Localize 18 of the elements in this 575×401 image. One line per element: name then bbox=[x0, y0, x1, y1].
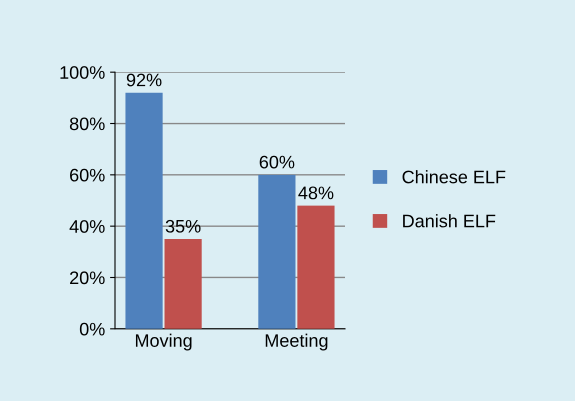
data-label: 35% bbox=[166, 220, 201, 233]
x-tick-label: Moving bbox=[136, 334, 192, 351]
legend-label: Chinese ELF bbox=[402, 170, 506, 184]
y-tick-label: 60% bbox=[70, 168, 105, 182]
legend-label: Danish ELF bbox=[403, 214, 496, 228]
y-tick-label: 80% bbox=[70, 117, 105, 130]
bar bbox=[297, 206, 335, 329]
x-tick-label: Meeting bbox=[266, 334, 328, 351]
data-label: 60% bbox=[260, 156, 294, 168]
bar bbox=[258, 174, 296, 329]
data-label: 92% bbox=[126, 74, 162, 86]
y-tick-label: 0% bbox=[80, 322, 105, 336]
bar bbox=[125, 92, 163, 329]
data-label: 48% bbox=[298, 186, 334, 200]
bar bbox=[164, 238, 202, 329]
y-tick-label: 40% bbox=[70, 220, 105, 233]
y-tick-label: 20% bbox=[70, 271, 105, 284]
y-tick-label: 100% bbox=[60, 66, 105, 79]
